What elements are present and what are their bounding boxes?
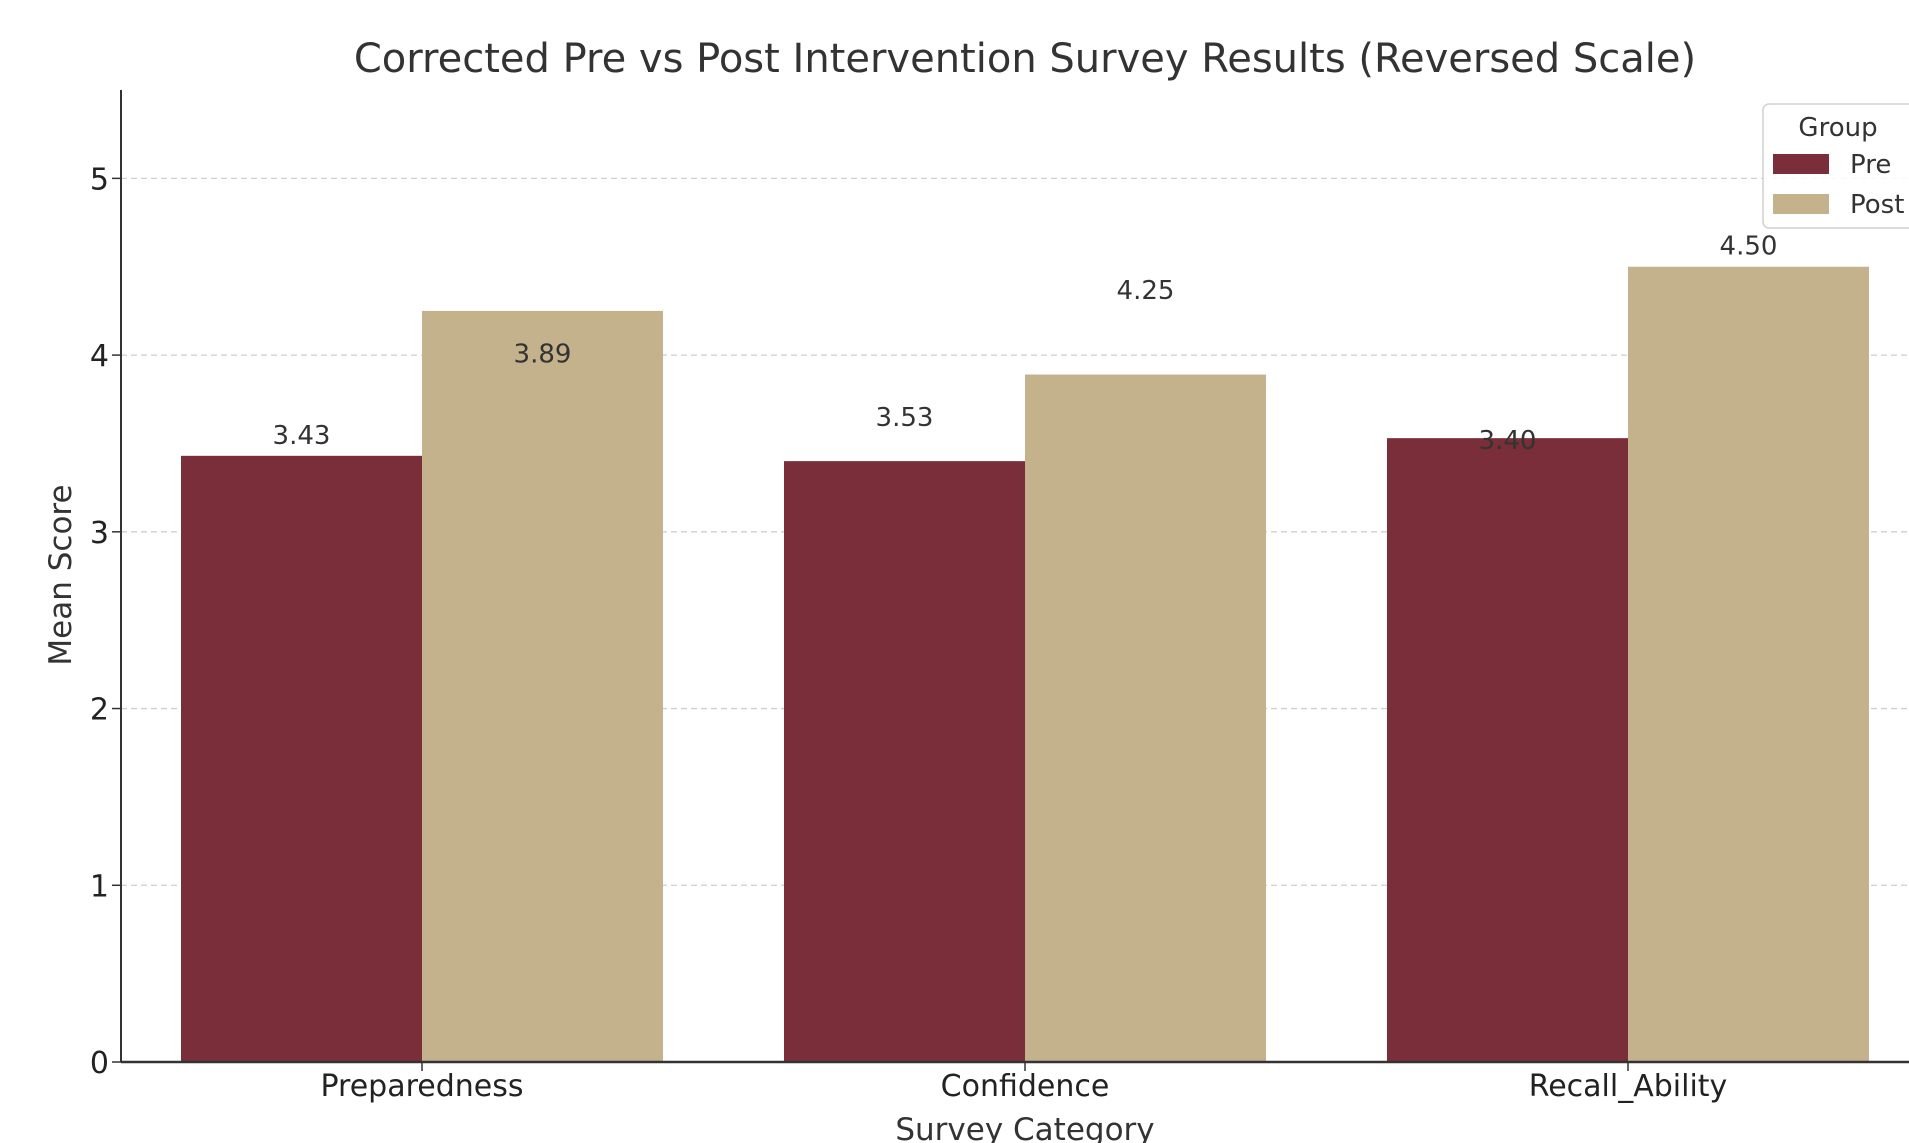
x-tick-label: Preparedness [320, 1069, 523, 1104]
y-tick-label: 4 [90, 339, 109, 374]
bar-pre [181, 455, 422, 1062]
chart-title: Corrected Pre vs Post Intervention Surve… [354, 36, 1696, 82]
bar-pre [784, 461, 1025, 1062]
data-labels: 3.43 3.89 3.53 4.25 3.40 4.50 [273, 232, 1778, 456]
legend-label-post: Post [1850, 190, 1904, 220]
bar-post [1628, 266, 1869, 1062]
axes [120, 90, 1909, 1064]
legend-entries: Pre Post [1773, 150, 1904, 220]
legend-swatch-post [1773, 194, 1829, 214]
y-axis-label: Mean Score [43, 484, 79, 665]
y-tick-labels: 0 1 2 3 4 5 [90, 162, 121, 1081]
bar-pre [1387, 438, 1628, 1063]
y-tick-label: 5 [90, 162, 109, 197]
data-label: 3.53 [876, 403, 934, 433]
x-tick-label: Confidence [941, 1069, 1110, 1104]
data-label: 3.40 [1479, 426, 1537, 456]
y-tick-label: 0 [90, 1046, 109, 1081]
y-tick-label: 1 [90, 869, 109, 904]
data-label: 3.43 [273, 421, 331, 451]
bars [181, 266, 1869, 1063]
bar-post [1025, 374, 1266, 1063]
bar-post [422, 310, 663, 1063]
x-tick-labels: Preparedness Confidence Recall_Ability [320, 1062, 1727, 1104]
y-tick-label: 3 [90, 516, 109, 551]
legend-title: Group [1798, 113, 1877, 143]
legend-label-pre: Pre [1850, 150, 1891, 180]
x-tick-label: Recall_Ability [1529, 1069, 1728, 1104]
x-axis-label: Survey Category [895, 1112, 1154, 1143]
y-tick-label: 2 [90, 693, 109, 728]
legend-swatch-pre [1773, 154, 1829, 174]
data-label: 4.50 [1720, 232, 1778, 262]
data-label: 4.25 [1117, 276, 1175, 306]
data-label: 3.89 [514, 340, 572, 370]
legend: Group Pre Post [1762, 103, 1909, 229]
